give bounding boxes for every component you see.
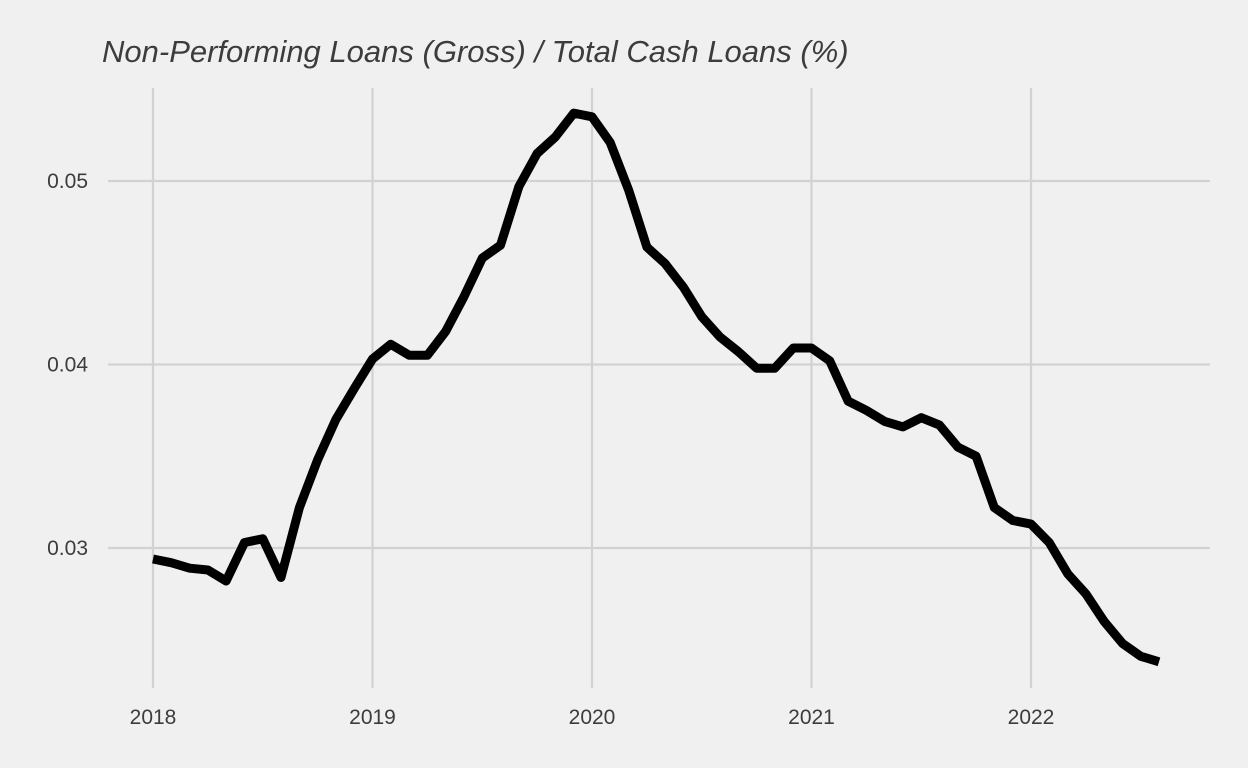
y-axis-tick-labels: 0.03 0.04 0.05	[47, 170, 88, 560]
x-axis-tick-labels: 2018 2019 2020 2021 2022	[130, 706, 1055, 729]
series-line-0	[152, 108, 1161, 667]
y-tick-label: 0.03	[47, 537, 88, 560]
x-tick-label: 2022	[1008, 706, 1055, 729]
y-tick-label: 0.04	[47, 354, 88, 377]
x-tick-label: 2019	[349, 706, 396, 729]
chart-title: Non-Performing Loans (Gross) / Total Cas…	[102, 34, 849, 69]
grid-lines	[108, 88, 1210, 688]
y-tick-label: 0.05	[47, 170, 88, 193]
x-tick-label: 2021	[788, 706, 835, 729]
series-layer	[152, 108, 1161, 667]
x-tick-label: 2020	[569, 706, 616, 729]
x-tick-label: 2018	[130, 706, 177, 729]
